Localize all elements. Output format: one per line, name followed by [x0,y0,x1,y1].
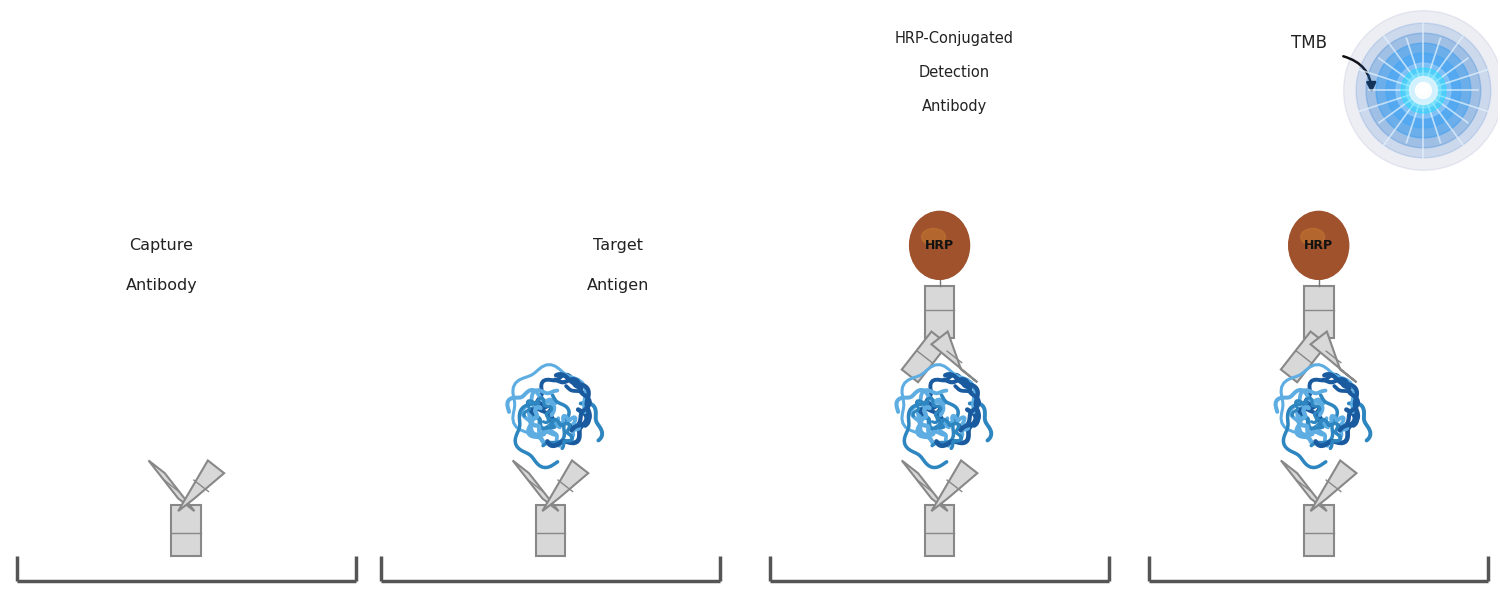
Text: Detection: Detection [920,65,990,80]
Ellipse shape [1396,63,1450,118]
Ellipse shape [1288,211,1348,279]
Text: Target: Target [594,238,644,253]
Ellipse shape [909,211,969,279]
Polygon shape [536,505,566,556]
Polygon shape [1304,505,1334,556]
Polygon shape [932,460,978,511]
Polygon shape [924,505,954,556]
Polygon shape [902,332,948,382]
Ellipse shape [1300,229,1324,245]
Polygon shape [148,460,195,511]
Polygon shape [1281,460,1328,511]
Text: HRP: HRP [1304,239,1334,252]
Polygon shape [178,460,224,511]
Text: Antibody: Antibody [922,99,987,114]
Polygon shape [513,460,558,511]
Polygon shape [1311,460,1356,511]
Ellipse shape [1419,86,1428,94]
Ellipse shape [1410,77,1437,104]
Ellipse shape [1376,43,1472,138]
Text: TMB: TMB [1290,34,1326,52]
Polygon shape [1281,332,1328,382]
Text: Capture: Capture [129,238,194,253]
Text: HRP-Conjugated: HRP-Conjugated [896,31,1014,46]
Text: HRP: HRP [926,239,954,252]
Ellipse shape [909,211,969,279]
Text: Antigen: Antigen [586,278,650,293]
Polygon shape [171,505,201,556]
Ellipse shape [921,229,945,245]
Ellipse shape [1366,33,1480,148]
Text: Antibody: Antibody [126,278,196,293]
Polygon shape [932,332,978,382]
Polygon shape [924,286,954,338]
Polygon shape [1304,286,1334,338]
Ellipse shape [1344,11,1500,170]
Ellipse shape [1406,73,1441,108]
Ellipse shape [1356,23,1491,158]
Ellipse shape [1416,83,1431,98]
Polygon shape [543,460,588,511]
Polygon shape [1311,332,1356,382]
Polygon shape [902,460,948,511]
Ellipse shape [1386,53,1461,128]
Ellipse shape [1401,68,1446,113]
Ellipse shape [1288,211,1348,279]
